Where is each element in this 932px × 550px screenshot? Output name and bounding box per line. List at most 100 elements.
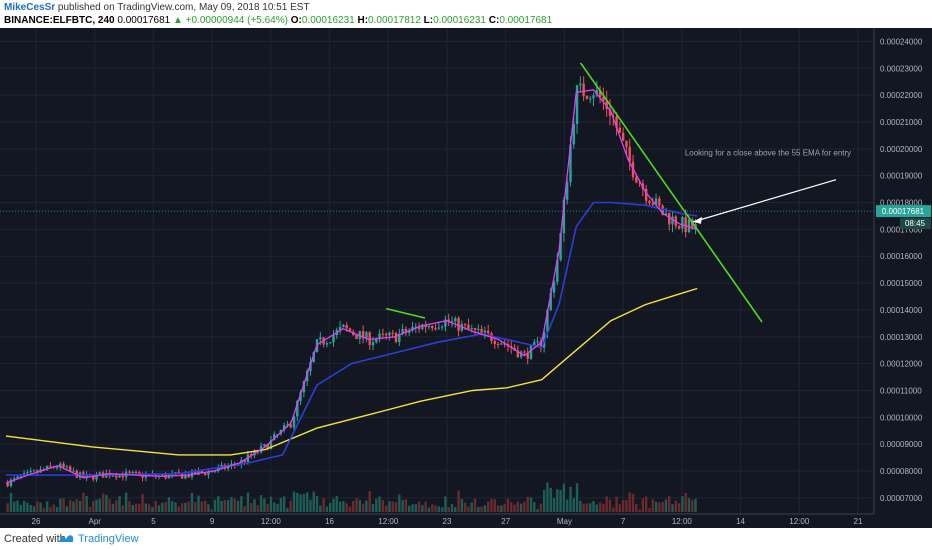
indicator-lines xyxy=(5,62,763,484)
candle-body xyxy=(26,472,29,474)
candle-body xyxy=(691,219,694,229)
candle-body xyxy=(269,439,273,449)
volume-bar xyxy=(493,499,496,512)
volume-bar xyxy=(595,504,599,512)
volume-bar xyxy=(454,507,457,512)
volume-bar xyxy=(510,502,513,512)
price-tick-label: 0.00015000 xyxy=(880,279,923,288)
created-with-label: Created with xyxy=(4,533,66,545)
publish-line: MikeCesSr published on TradingView.com, … xyxy=(4,2,310,14)
chart-header: MikeCesSr published on TradingView.com, … xyxy=(0,0,932,28)
volume-bar xyxy=(635,503,638,512)
volume-bar xyxy=(299,494,302,512)
candle-body xyxy=(266,444,269,449)
volume-bar xyxy=(404,499,408,512)
volume-bar xyxy=(579,500,582,512)
volume-bar xyxy=(444,496,447,512)
candle-body xyxy=(319,337,322,340)
candle-body xyxy=(516,350,520,358)
candle-body xyxy=(45,465,49,470)
volume-bar xyxy=(375,498,378,512)
candle-body xyxy=(628,146,631,162)
price-tick-label: 0.00024000 xyxy=(880,37,923,46)
candle-body xyxy=(463,324,467,326)
volume-bar xyxy=(121,505,125,512)
candle-body xyxy=(621,132,625,141)
volume-bar xyxy=(470,502,473,512)
volume-bar xyxy=(85,495,88,512)
candle-body xyxy=(128,471,131,473)
volume-bar xyxy=(575,483,579,512)
volume-bar xyxy=(319,505,322,512)
volume-bar xyxy=(164,501,167,512)
volume-bar xyxy=(171,501,174,512)
volume-bar xyxy=(658,502,661,512)
volume-bar xyxy=(473,498,477,512)
candle-body xyxy=(658,198,661,206)
price-axis-panel[interactable] xyxy=(874,28,932,514)
last-price: 0.00017681 xyxy=(117,15,171,26)
candle-body xyxy=(671,216,674,225)
time-tick-label: 26 xyxy=(32,517,41,526)
price-chart[interactable]: 0.00007000 0.00008000 0.00009000 0.00010000… xyxy=(0,28,932,528)
high-value: 0.00017812 xyxy=(368,15,421,26)
tradingview-brand[interactable]: TradingView xyxy=(78,533,139,545)
candle-body xyxy=(115,475,118,478)
volume-bar xyxy=(519,503,523,512)
volume-bar xyxy=(631,494,635,512)
candle-body xyxy=(575,85,579,124)
time-tick-label: 12:00 xyxy=(261,517,282,526)
volume-bar xyxy=(490,498,493,512)
annotation-text: Looking for a close above the 55 EMA for… xyxy=(685,149,851,158)
volume-bar xyxy=(115,500,118,512)
price-tick-label: 0.00012000 xyxy=(880,360,923,369)
price-tick-label: 0.00010000 xyxy=(880,413,923,422)
grid-lines xyxy=(0,28,874,514)
volume-bar xyxy=(322,498,325,512)
candle-body xyxy=(595,89,599,96)
volume-bar xyxy=(187,501,190,512)
candle-body xyxy=(243,460,246,463)
volume-bar xyxy=(628,492,631,512)
candle-body xyxy=(361,331,365,339)
volume-bar xyxy=(447,507,450,512)
volume-bar xyxy=(434,505,437,512)
volume-bar xyxy=(546,482,549,512)
candle-body xyxy=(147,474,151,476)
volume-bar xyxy=(289,500,292,512)
last-price-tag-label: 0.00017681 xyxy=(882,207,925,216)
candle-body xyxy=(95,473,98,480)
volume-bar xyxy=(352,500,355,512)
candle-body xyxy=(598,89,602,97)
author-name[interactable]: MikeCesSr xyxy=(4,2,56,13)
candle-body xyxy=(602,96,605,101)
volume-bar xyxy=(259,495,263,512)
candle-body xyxy=(625,140,628,147)
price-tick-label: 0.00014000 xyxy=(880,306,923,315)
candle-body xyxy=(32,470,36,472)
volume-bar xyxy=(131,504,134,512)
volume-bar xyxy=(329,502,332,512)
volume-bar xyxy=(450,503,454,512)
time-axis-panel[interactable] xyxy=(0,514,874,528)
candle-body xyxy=(559,233,562,261)
volume-bar xyxy=(256,505,259,512)
price-axis: 0.00007000 0.00008000 0.00009000 0.00010000… xyxy=(880,37,923,502)
volume-bar xyxy=(236,500,240,512)
volume-bar xyxy=(141,494,144,512)
volume-bar xyxy=(431,504,434,512)
ema-200-line xyxy=(5,287,698,456)
volume-bar xyxy=(118,496,121,512)
candle-body xyxy=(68,466,72,471)
volume-bar xyxy=(355,498,358,512)
volume-bar xyxy=(348,506,352,512)
close-value: 0.00017681 xyxy=(499,15,553,26)
volume-bar xyxy=(477,506,480,512)
price-tick-label: 0.00021000 xyxy=(880,118,923,127)
volume-bar xyxy=(305,492,309,512)
volume-bar xyxy=(503,504,506,512)
candle-body xyxy=(263,444,266,447)
candle-body xyxy=(13,478,16,480)
price-tick-label: 0.00019000 xyxy=(880,172,923,181)
volume-bar xyxy=(108,499,111,512)
